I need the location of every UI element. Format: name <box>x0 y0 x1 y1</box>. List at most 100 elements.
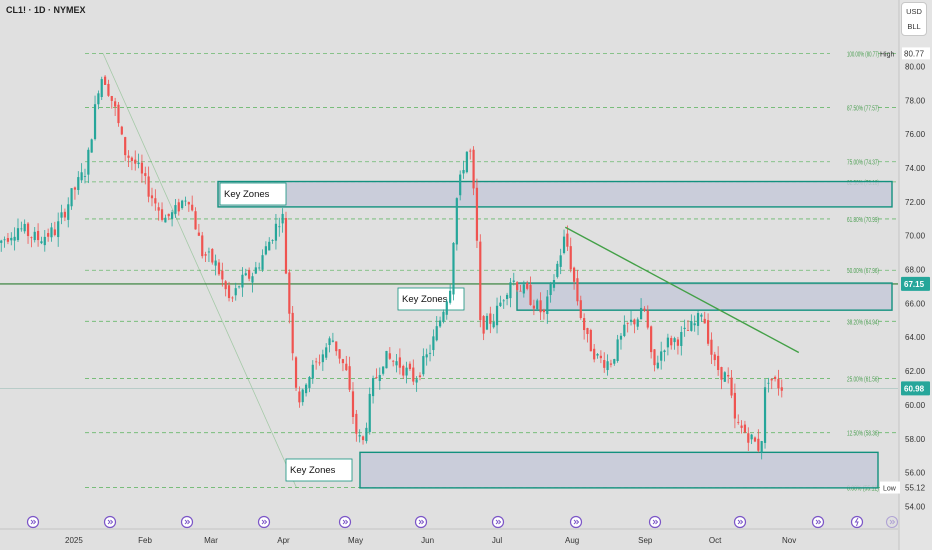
candle-body <box>321 354 324 363</box>
candle-body <box>258 267 261 269</box>
candle-body <box>402 365 405 376</box>
candle-body <box>777 378 780 389</box>
candle-body <box>311 364 314 379</box>
candle-body <box>737 421 740 423</box>
fib-level-label: 75.00% (74.37) <box>847 160 879 167</box>
candle-body <box>723 372 726 382</box>
candle-body <box>157 207 160 211</box>
candle-body <box>43 236 46 246</box>
candle-body <box>636 319 639 327</box>
candle-body <box>217 262 221 275</box>
candle-body <box>435 326 438 341</box>
candle-body <box>291 312 294 354</box>
fib-level-label: 100.00% (80.77) <box>847 51 879 58</box>
candle-body <box>107 83 110 96</box>
x-tick-label: Aug <box>565 536 579 545</box>
candle-body <box>626 322 629 324</box>
candle-body <box>140 162 144 174</box>
x-tick-label: May <box>348 536 363 545</box>
candle-body <box>472 149 475 189</box>
candle-body <box>780 387 783 391</box>
key-zone-label-box <box>285 458 353 482</box>
candle-body <box>130 157 133 162</box>
candle-body <box>653 349 656 366</box>
candle-body <box>3 239 6 241</box>
candle-body <box>211 248 214 263</box>
y-tick-label: 66.00 <box>905 299 926 308</box>
candle-body <box>10 237 13 241</box>
unit-currency: USD <box>906 7 922 16</box>
candle-body <box>331 340 334 342</box>
candle-body <box>197 232 200 236</box>
y-tick-label: 74.00 <box>905 164 926 173</box>
low-label-box <box>880 481 900 494</box>
candle-body <box>475 187 479 241</box>
candle-body <box>747 433 750 443</box>
x-tick-label: Mar <box>204 536 218 545</box>
y-tick-label: 76.00 <box>905 130 926 139</box>
fib-level-label: 0.00% (55.12) <box>847 486 879 493</box>
candle-body <box>160 209 164 220</box>
candle-body <box>244 273 247 276</box>
candle-body <box>706 320 710 344</box>
candle-body <box>117 104 120 124</box>
candle-body <box>388 353 391 359</box>
candle-body <box>345 363 348 371</box>
fib-level-label: 12.50% (58.36) <box>847 431 879 438</box>
x-tick-label: Jul <box>492 536 502 545</box>
candle-body <box>492 322 495 328</box>
y-tick-label: 62.00 <box>905 367 926 376</box>
candle-body <box>341 359 345 364</box>
candle-body <box>449 290 452 303</box>
candle-body <box>646 310 649 328</box>
event-marker-chevron <box>107 519 114 525</box>
candle-body <box>670 337 673 346</box>
key-zone-label: Key Zones <box>402 294 448 305</box>
y-tick-label: 54.00 <box>905 503 926 512</box>
candle-body <box>656 362 659 369</box>
candle-body <box>40 241 43 244</box>
candle-body <box>542 309 546 313</box>
candle-body <box>284 217 288 274</box>
fib-level-label: 25.00% (61.56) <box>847 377 879 384</box>
candle-body <box>579 300 582 318</box>
candle-body <box>33 231 36 241</box>
x-tick-label: Nov <box>782 536 796 545</box>
candle-body <box>519 290 522 292</box>
candle-body <box>201 235 204 257</box>
candle-body <box>382 366 385 374</box>
candle-body <box>348 366 351 390</box>
x-tick-label: 2025 <box>65 536 83 545</box>
event-marker-chevron <box>418 519 425 525</box>
candle-body <box>47 233 50 237</box>
candle-body <box>673 338 676 343</box>
y-tick-label: 56.00 <box>905 469 926 478</box>
candle-body <box>268 241 271 251</box>
candle-body <box>676 339 680 346</box>
candle-body <box>237 286 241 288</box>
candle-body <box>315 361 318 363</box>
candle-body <box>767 382 770 384</box>
candle-body <box>60 212 63 218</box>
candle-body <box>753 437 757 442</box>
candle-body <box>57 221 60 238</box>
candle-body <box>546 296 549 315</box>
candle-body <box>569 246 572 270</box>
candle-body <box>445 301 448 315</box>
candle-body <box>757 438 760 451</box>
candle-body <box>170 212 174 219</box>
candle-body <box>760 441 763 453</box>
candle-body <box>619 335 623 340</box>
candle-body <box>532 305 535 309</box>
candle-body <box>278 226 281 228</box>
high-price-tag <box>902 47 930 60</box>
candle-body <box>167 213 170 217</box>
candle-body <box>526 282 529 289</box>
key-zone <box>359 451 879 489</box>
high-price-value: 80.77 <box>904 49 925 58</box>
candle-body <box>750 434 753 440</box>
candle-body <box>703 318 706 324</box>
unit-selector[interactable]: USD BLL <box>901 2 927 36</box>
candle-body <box>713 354 716 361</box>
